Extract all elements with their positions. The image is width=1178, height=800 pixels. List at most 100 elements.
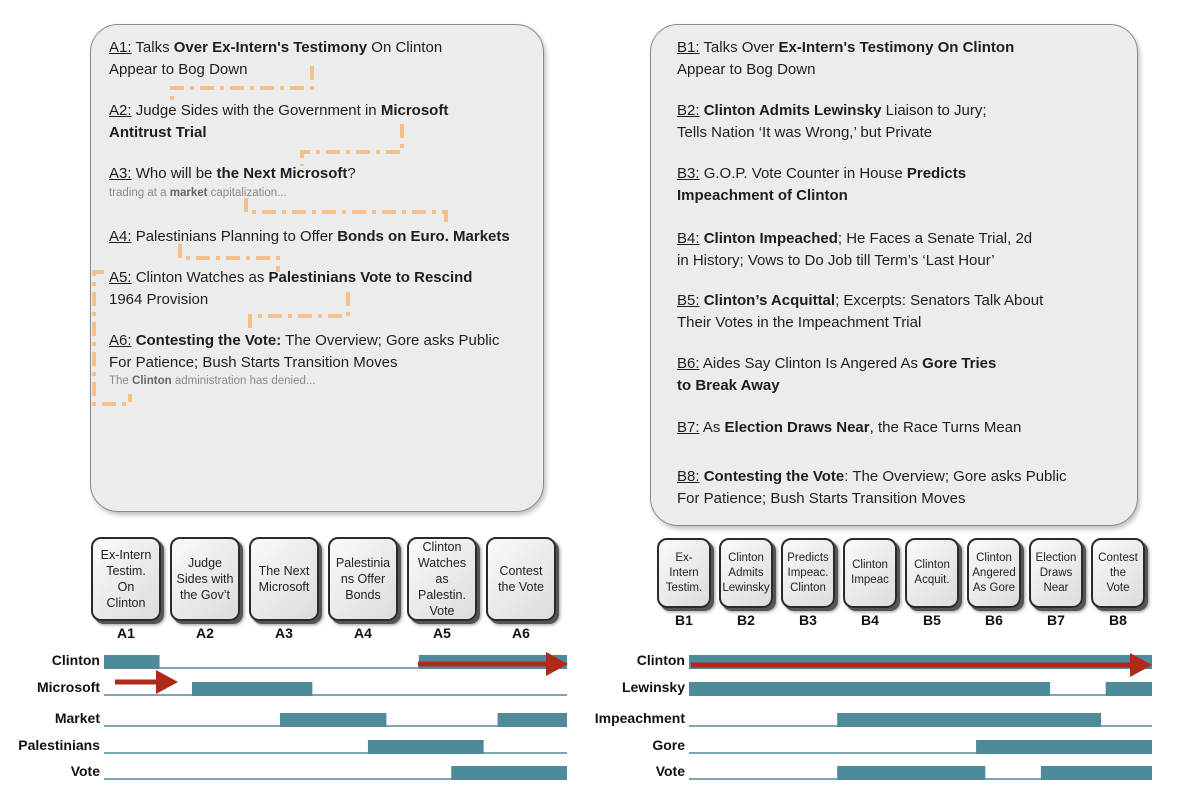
- headline-text: Talks Over: [703, 39, 779, 56]
- headline-text: ?: [347, 165, 356, 182]
- tile-id-label: B8: [1109, 612, 1127, 628]
- term-segment: [497, 713, 567, 727]
- headline-text: Aides Say Clinton Is Angered As: [702, 355, 923, 372]
- headline-text: For Patience; Bush Starts Transition Mov…: [109, 353, 398, 371]
- story-tile-b8[interactable]: Contest the Vote: [1091, 538, 1145, 608]
- term-segment: [191, 682, 313, 696]
- headline-text: the Next Microsoft: [216, 165, 348, 182]
- story-tile-b1[interactable]: Ex- Intern Testim.: [657, 538, 711, 608]
- tile-id-label: B4: [861, 612, 879, 628]
- headline-text: Clinton Watches as: [135, 269, 269, 286]
- headline-text: Contesting the Vote:: [135, 332, 282, 349]
- tile-id-label: A1: [117, 625, 135, 641]
- headline-text: trading at a: [109, 186, 170, 199]
- headline-text: As: [702, 419, 725, 436]
- headline-text: Ex-Intern's Testimony On Clinton: [778, 39, 1015, 56]
- headline-text: capitalization...: [207, 186, 287, 199]
- headline-text: Palestinians Planning to Offer: [135, 228, 338, 245]
- headline-text: : The Overview; Gore asks Public: [844, 468, 1067, 485]
- headline-id: A4:: [109, 228, 132, 245]
- tile-id-label: B3: [799, 612, 817, 628]
- tile-id-label: B1: [675, 612, 693, 628]
- arrow-head-icon: [156, 670, 178, 694]
- headline-b8: B8: Contesting the Vote: The Overview; G…: [677, 466, 1117, 509]
- headline-text: ; Excerpts: Senators Talk About: [835, 292, 1044, 309]
- headline-text: Bonds on Euro. Markets: [337, 228, 510, 245]
- term-label-palestinians: Palestinians: [18, 737, 100, 753]
- term-label-microsoft: Microsoft: [37, 679, 100, 695]
- story-tile-b7[interactable]: Election Draws Near: [1029, 538, 1083, 608]
- tile-id-label: B2: [737, 612, 755, 628]
- headline-text: Their Votes in the Impeachment Trial: [677, 313, 922, 331]
- headline-text: Talks: [135, 39, 174, 56]
- story-tile-b6[interactable]: Clinton Angered As Gore: [967, 538, 1021, 608]
- headline-a2: A2: Judge Sides with the Government in M…: [109, 100, 549, 143]
- term-label-clinton: Clinton: [636, 652, 685, 668]
- story-tile-b4[interactable]: Clinton Impeac: [843, 538, 897, 608]
- tile-id-label: A4: [354, 625, 372, 641]
- tile-id-label: A2: [196, 625, 214, 641]
- term-label-market: Market: [54, 710, 100, 726]
- headline-text: For Patience; Bush Starts Transition Mov…: [677, 489, 966, 507]
- arrow-head-icon: [1130, 653, 1152, 677]
- headline-text: Who will be: [135, 165, 217, 182]
- term-segment: [837, 766, 986, 780]
- term-label-vote: Vote: [655, 763, 685, 779]
- term-segment: [367, 740, 484, 754]
- headline-text: , the Race Turns Mean: [869, 419, 1022, 436]
- story-tile-a5[interactable]: Clinton Watches as Palestin. Vote: [407, 537, 477, 621]
- headline-b7: B7: As Election Draws Near, the Race Tur…: [677, 417, 1117, 439]
- headline-a4: A4: Palestinians Planning to Offer Bonds…: [109, 226, 549, 248]
- arrow-head-icon: [546, 652, 568, 676]
- term-label-clinton: Clinton: [51, 652, 100, 668]
- headline-snippet: trading at a market capitalization...: [109, 185, 549, 202]
- story-tile-b3[interactable]: Predicts Impeac. Clinton: [781, 538, 835, 608]
- headline-text: in History; Vows to Do Job till Term’s ‘…: [677, 251, 995, 269]
- headline-text: Clinton Impeached: [703, 230, 838, 247]
- headline-text: to Break Away: [677, 376, 780, 394]
- headline-id: B3:: [677, 165, 700, 182]
- story-tile-b2[interactable]: Clinton Admits Lewinsky: [719, 538, 773, 608]
- term-segment: [689, 682, 1051, 696]
- story-tile-a4[interactable]: Palestinia ns Offer Bonds: [328, 537, 398, 621]
- headline-text: Gore Tries: [922, 355, 997, 372]
- story-tile-a3[interactable]: The Next Microsoft: [249, 537, 319, 621]
- tile-id-label: B7: [1047, 612, 1065, 628]
- headline-text: Palestinians Vote to Rescind: [268, 269, 473, 286]
- headline-text: Predicts: [906, 165, 967, 182]
- headline-id: B5:: [677, 292, 700, 309]
- headline-text: Over Ex-Intern's Testimony: [173, 39, 368, 56]
- headline-text: Contesting the Vote: [703, 468, 845, 485]
- headline-text: Liaison to Jury;: [881, 102, 987, 119]
- story-tile-a1[interactable]: Ex-Intern Testim. On Clinton: [91, 537, 161, 621]
- headline-id: B7:: [677, 419, 700, 436]
- term-segment: [1105, 682, 1152, 696]
- headline-text: market: [169, 186, 208, 199]
- headline-b2: B2: Clinton Admits Lewinsky Liaison to J…: [677, 100, 1117, 143]
- headline-panel-b: [650, 24, 1138, 526]
- headline-id: B8:: [677, 468, 700, 485]
- story-tile-a2[interactable]: Judge Sides with the Gov’t: [170, 537, 240, 621]
- headline-text: Clinton’s Acquittal: [703, 292, 836, 309]
- term-segment: [976, 740, 1152, 754]
- story-tile-a6[interactable]: Contest the Vote: [486, 537, 556, 621]
- headline-text: ; He Faces a Senate Trial, 2d: [837, 230, 1033, 247]
- headline-b1: B1: Talks Over Ex-Intern's Testimony On …: [677, 37, 1117, 80]
- headline-text: Antitrust Trial: [109, 123, 207, 141]
- headline-text: On Clinton: [367, 39, 443, 56]
- headline-a5: A5: Clinton Watches as Palestinians Vote…: [109, 267, 549, 310]
- headline-text: Clinton: [132, 375, 172, 387]
- headline-text: Microsoft: [380, 102, 449, 119]
- headline-text: Appear to Bog Down: [677, 60, 816, 78]
- headline-text: The Overview; Gore asks Public: [281, 332, 500, 349]
- headline-text: Impeachment of Clinton: [677, 186, 848, 204]
- headline-b5: B5: Clinton’s Acquittal; Excerpts: Senat…: [677, 290, 1117, 333]
- headline-id: B1:: [677, 39, 700, 56]
- headline-a1: A1: Talks Over Ex-Intern's Testimony On …: [109, 37, 549, 80]
- headline-text: G.O.P. Vote Counter in House: [703, 165, 907, 182]
- story-tile-b5[interactable]: Clinton Acquit.: [905, 538, 959, 608]
- headline-id: B6:: [677, 355, 700, 372]
- term-segment: [104, 655, 160, 669]
- tile-id-label: B5: [923, 612, 941, 628]
